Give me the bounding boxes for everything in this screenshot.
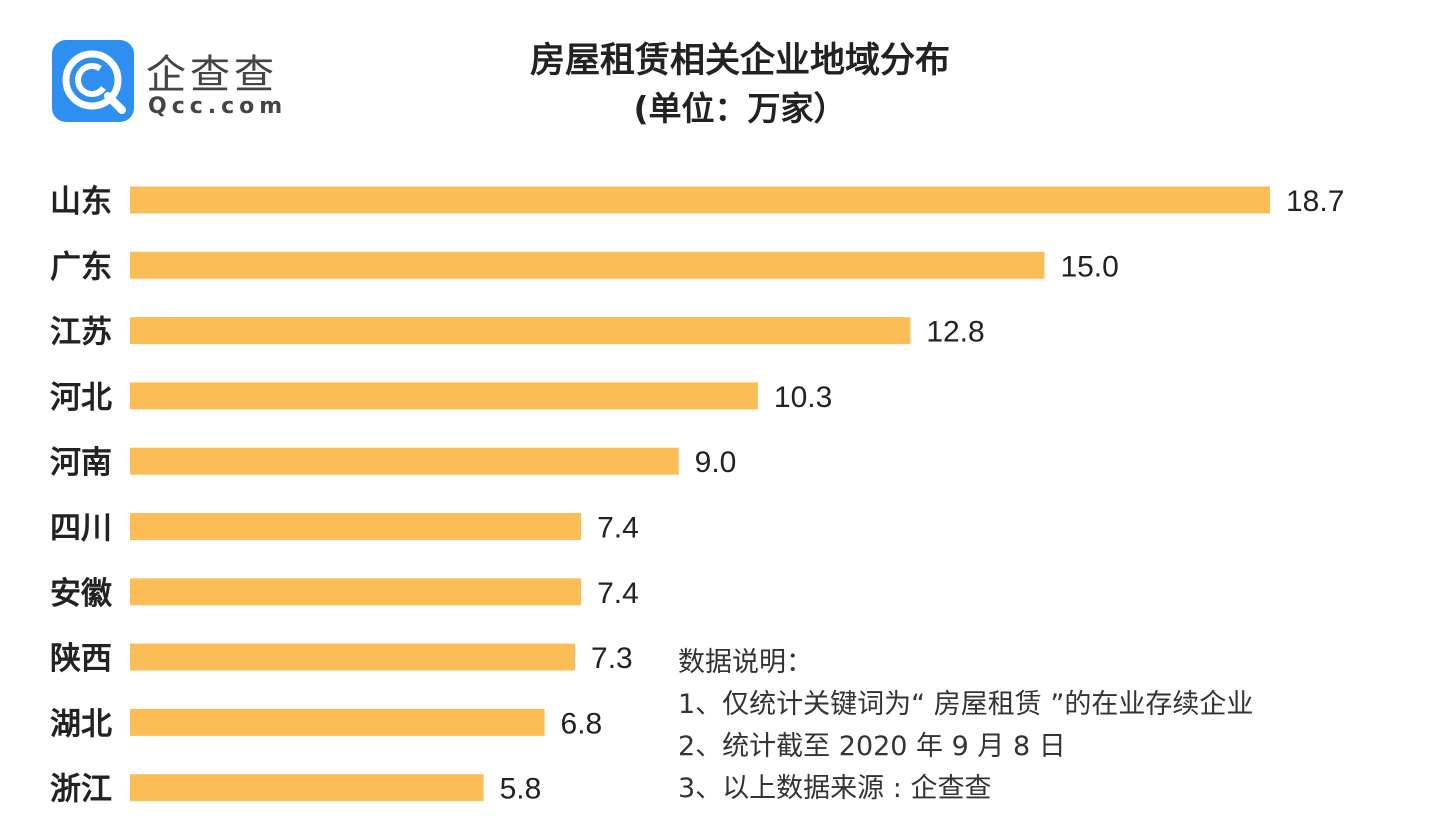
category-label: 河南 bbox=[50, 445, 112, 481]
category-label: 安徽 bbox=[50, 576, 113, 612]
bar bbox=[130, 186, 1270, 214]
value-label: 7.4 bbox=[597, 512, 639, 545]
notes-item-3: 3、以上数据来源 : 企查查 bbox=[678, 773, 992, 804]
category-label: 湖北 bbox=[50, 706, 112, 742]
data-notes: 数据说明： 1、仅统计关键词为“ 房屋租赁 ”的在业存续企业 2、统计截至 20… bbox=[678, 642, 1438, 810]
value-label: 12.8 bbox=[926, 316, 984, 349]
bar bbox=[130, 382, 758, 410]
logo-name: 企查查 bbox=[146, 52, 278, 98]
value-label: 5.8 bbox=[500, 773, 542, 806]
chart-title: 房屋租赁相关企业地域分布 bbox=[529, 41, 950, 81]
logo: 企查查 Qcc.com bbox=[52, 40, 312, 126]
category-label: 陕西 bbox=[50, 641, 112, 677]
bar bbox=[130, 513, 582, 540]
bar bbox=[130, 578, 582, 606]
category-label: 山东 bbox=[50, 184, 112, 220]
logo-domain: Qcc.com bbox=[148, 94, 288, 119]
bar bbox=[130, 708, 545, 736]
category-label: 河北 bbox=[50, 380, 112, 416]
value-label: 7.3 bbox=[591, 642, 633, 675]
logo-icon bbox=[52, 40, 134, 122]
value-label: 18.7 bbox=[1286, 185, 1344, 218]
notes-item-1: 1、仅统计关键词为“ 房屋租赁 ”的在业存续企业 bbox=[678, 689, 1254, 720]
bar bbox=[130, 447, 679, 475]
value-label: 15.0 bbox=[1060, 250, 1118, 283]
value-label: 7.4 bbox=[597, 577, 639, 610]
bar bbox=[130, 251, 1045, 279]
notes-item-2: 2、统计截至 2020 年 9 月 8 日 bbox=[678, 731, 1066, 762]
notes-heading: 数据说明： bbox=[678, 647, 813, 678]
category-label: 江苏 bbox=[50, 315, 112, 351]
category-label: 广东 bbox=[50, 249, 112, 285]
value-label: 6.8 bbox=[561, 707, 603, 740]
value-label: 9.0 bbox=[695, 446, 737, 479]
bar bbox=[130, 317, 911, 345]
value-label: 10.3 bbox=[774, 381, 832, 414]
category-label: 四川 bbox=[50, 511, 112, 547]
bar bbox=[130, 774, 484, 802]
chart-subtitle: (单位：万家） bbox=[633, 89, 847, 128]
category-label: 浙江 bbox=[50, 772, 112, 808]
bar bbox=[130, 643, 576, 671]
